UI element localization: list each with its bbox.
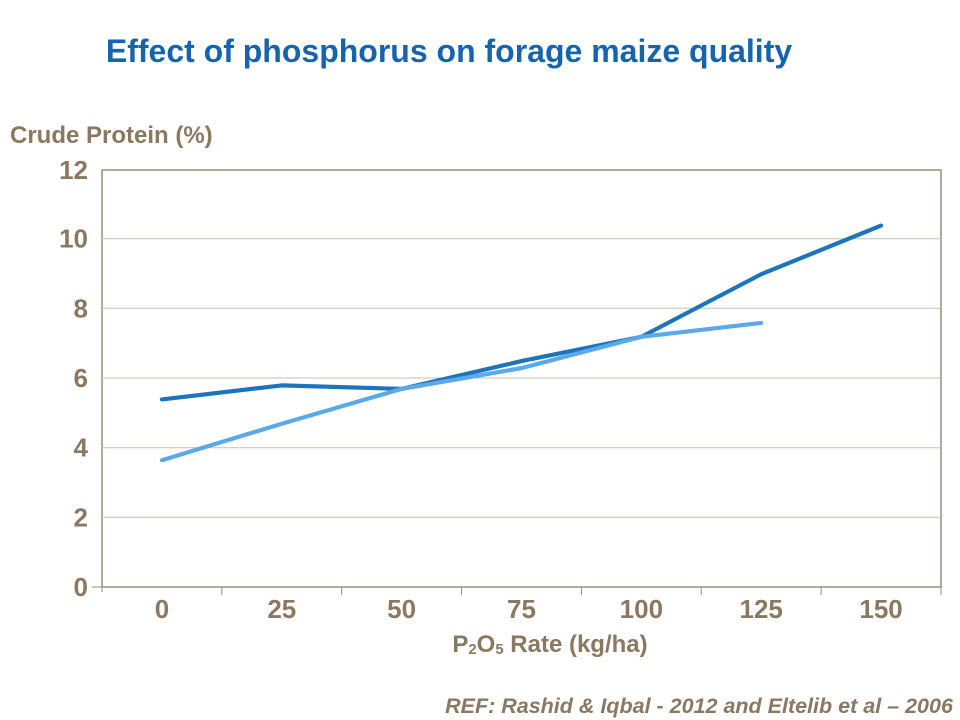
svg-text:0: 0 <box>74 572 88 602</box>
svg-text:150: 150 <box>859 594 902 624</box>
svg-text:12: 12 <box>59 155 88 185</box>
svg-text:4: 4 <box>74 433 89 463</box>
svg-text:10: 10 <box>59 224 88 254</box>
svg-text:50: 50 <box>387 594 416 624</box>
svg-text:2: 2 <box>74 502 88 532</box>
svg-text:0: 0 <box>155 594 169 624</box>
svg-text:25: 25 <box>267 594 296 624</box>
svg-text:8: 8 <box>74 293 88 323</box>
svg-text:6: 6 <box>74 363 88 393</box>
svg-text:125: 125 <box>740 594 783 624</box>
svg-text:100: 100 <box>620 594 663 624</box>
svg-text:75: 75 <box>507 594 536 624</box>
